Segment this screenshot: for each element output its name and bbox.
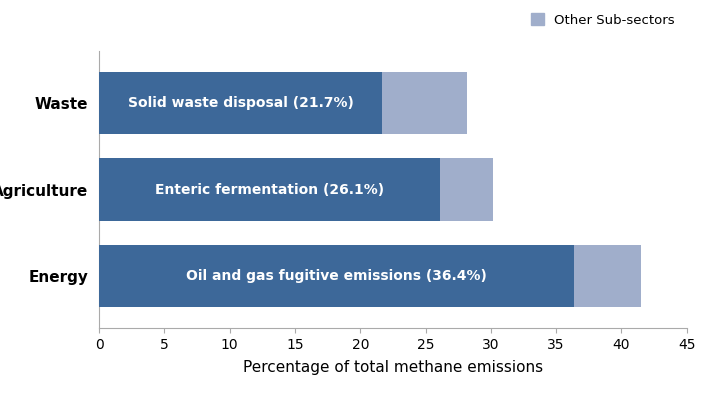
Legend: Other Sub-sectors: Other Sub-sectors <box>525 8 680 32</box>
Bar <box>99 72 467 134</box>
Bar <box>99 245 641 307</box>
Bar <box>99 158 493 221</box>
Text: Solid waste disposal (21.7%): Solid waste disposal (21.7%) <box>128 96 354 110</box>
X-axis label: Percentage of total methane emissions: Percentage of total methane emissions <box>243 360 543 375</box>
Text: Oil and gas fugitive emissions (36.4%): Oil and gas fugitive emissions (36.4%) <box>186 269 487 283</box>
Bar <box>99 72 382 134</box>
Text: Enteric fermentation (26.1%): Enteric fermentation (26.1%) <box>155 182 384 197</box>
Bar <box>99 158 440 221</box>
Bar <box>99 245 574 307</box>
